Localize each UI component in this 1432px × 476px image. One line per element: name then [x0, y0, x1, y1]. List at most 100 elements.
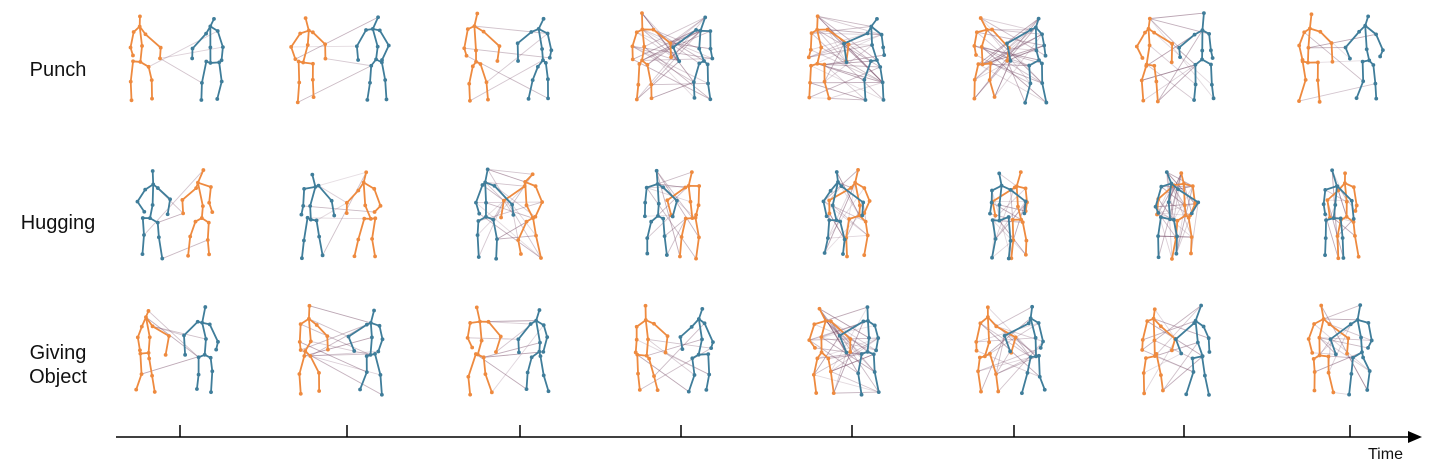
joint	[1200, 28, 1205, 33]
interaction-edge	[646, 187, 691, 203]
joint	[212, 17, 216, 21]
joint	[1175, 234, 1179, 239]
interaction-edge	[817, 15, 872, 27]
joint	[985, 305, 990, 310]
joint	[662, 234, 667, 239]
joint	[700, 337, 704, 342]
interaction-edge	[990, 62, 1043, 84]
interaction-edge	[1323, 304, 1361, 320]
joint	[524, 387, 529, 392]
joint	[700, 306, 705, 311]
joint	[529, 30, 534, 34]
joint	[344, 200, 349, 205]
joint	[1025, 370, 1030, 375]
interaction-edge	[829, 213, 846, 240]
joint	[1306, 60, 1310, 65]
interaction-edge	[664, 218, 687, 237]
joint	[1356, 254, 1361, 259]
interaction-edge	[1303, 31, 1364, 82]
joint	[541, 58, 545, 63]
interaction-edge	[646, 187, 697, 259]
joint	[530, 172, 535, 177]
joint	[1335, 234, 1340, 239]
interaction-edge	[995, 187, 1016, 240]
joint	[204, 337, 208, 341]
interaction-edge	[1142, 320, 1196, 341]
interaction-edge	[992, 219, 1027, 256]
interaction-edge	[817, 15, 878, 61]
bone	[669, 42, 673, 59]
joint	[876, 390, 881, 395]
bone	[861, 201, 865, 217]
bone	[309, 205, 312, 221]
bone	[495, 238, 498, 260]
joint	[190, 46, 195, 51]
bone	[364, 204, 372, 220]
bone	[664, 335, 669, 354]
bone	[206, 239, 211, 256]
bone	[201, 60, 208, 84]
joint	[1306, 337, 1311, 341]
interaction-edge	[1175, 205, 1186, 254]
joint	[523, 180, 528, 184]
joint	[697, 61, 702, 66]
joint	[1307, 26, 1312, 31]
bone	[309, 185, 317, 207]
interaction-edge	[809, 82, 866, 101]
bone	[1160, 374, 1164, 392]
interaction-edge	[1149, 45, 1196, 85]
bone	[200, 205, 204, 219]
joint	[1369, 338, 1374, 343]
joint	[807, 338, 812, 343]
bone	[1346, 337, 1350, 355]
interaction-edge	[1324, 214, 1339, 259]
bone	[139, 45, 143, 63]
interaction-edge	[982, 43, 1008, 65]
joint	[370, 27, 375, 31]
joint	[697, 46, 702, 51]
joint	[481, 355, 486, 360]
bone	[826, 28, 850, 46]
joint	[862, 253, 867, 258]
bone	[980, 28, 988, 48]
bone	[1175, 235, 1178, 255]
bone	[1003, 334, 1012, 353]
joint	[1023, 100, 1028, 105]
bone	[136, 200, 146, 213]
skeleton-person-a	[180, 168, 215, 258]
bone	[1202, 325, 1210, 340]
joint	[206, 220, 211, 225]
joint	[372, 210, 377, 214]
bone	[687, 374, 696, 393]
interaction-edge	[1333, 217, 1356, 237]
bone	[809, 64, 812, 84]
joint	[376, 349, 381, 354]
joint	[1016, 204, 1020, 209]
interaction-edge	[636, 60, 680, 100]
interaction-edge	[1154, 309, 1177, 340]
joint	[1347, 392, 1352, 397]
interaction-edge	[978, 18, 1039, 65]
bone	[531, 65, 539, 82]
skeleton-person-b	[299, 172, 337, 261]
joint	[1354, 96, 1359, 101]
joint	[1036, 321, 1041, 325]
joint	[865, 305, 870, 310]
interaction-edge	[980, 17, 1046, 57]
interaction-edge	[1319, 337, 1372, 341]
bone	[1208, 33, 1212, 52]
joint	[1158, 324, 1163, 329]
joint	[1344, 214, 1349, 219]
joint	[134, 387, 139, 392]
joint	[364, 170, 369, 175]
bone	[308, 304, 311, 320]
skeleton-person-a	[465, 305, 503, 397]
bone	[475, 184, 484, 204]
joint	[1142, 391, 1147, 396]
joint	[834, 218, 839, 223]
bone	[663, 235, 668, 256]
bone	[484, 168, 489, 184]
joint	[1179, 351, 1184, 356]
bone	[484, 181, 487, 204]
joint	[1317, 353, 1322, 358]
